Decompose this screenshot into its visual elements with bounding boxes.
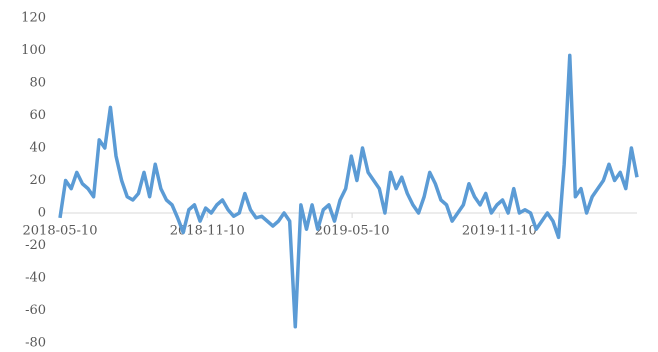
x-tick-label: 2018-11-10 xyxy=(170,224,245,239)
y-tick-label: 60 xyxy=(29,108,46,123)
y-tick-label: 120 xyxy=(21,11,46,26)
y-tick-label: 80 xyxy=(29,76,46,91)
data-line xyxy=(58,53,639,329)
x-tick-label: 2019-11-10 xyxy=(462,224,537,239)
y-tick-label: 0 xyxy=(38,206,46,221)
y-tick-label: 40 xyxy=(29,141,46,156)
y-tick-label: -20 xyxy=(25,238,46,253)
y-tick-label: -60 xyxy=(25,303,46,318)
y-tick-label: -80 xyxy=(25,336,46,351)
x-tick-label: 2018-05-10 xyxy=(23,224,98,239)
x-tick-label: 2019-05-10 xyxy=(315,224,390,239)
y-tick-label: 100 xyxy=(21,43,46,58)
y-tick-label: 20 xyxy=(29,173,46,188)
y-tick-label: -40 xyxy=(25,271,46,286)
